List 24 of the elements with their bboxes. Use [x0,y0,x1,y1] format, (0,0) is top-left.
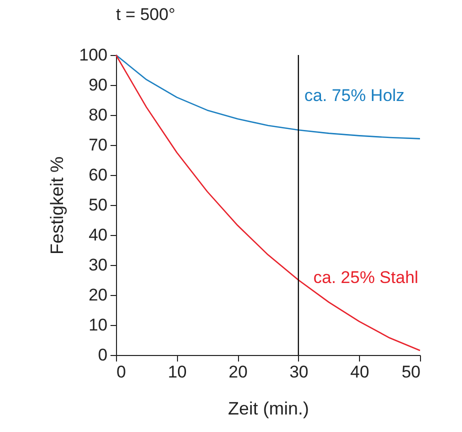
y-tick-label: 0 [98,346,108,364]
x-tick-label: 30 [289,362,308,382]
y-tick-label: 30 [88,256,108,274]
y-tick-label: 50 [88,196,108,214]
line-series [115,54,421,140]
y-tick-label: 90 [88,76,108,94]
y-tick-label: 60 [88,166,108,184]
y-axis-title: Festigkeit % [47,156,68,255]
x-axis-title: Zeit (min.) [228,398,309,418]
series-label: ca. 75% Holz [304,86,405,105]
y-tick-label: 100 [79,46,108,64]
series-label: ca. 25% Stahl [313,268,418,287]
x-tick-label: 50 [402,362,420,382]
chart-title: t = 500° [116,5,176,24]
x-tick-label: 10 [168,362,187,382]
x-tick-label: 40 [350,362,370,382]
x-tick-label: 20 [228,362,248,382]
y-tick-label: 70 [88,136,108,154]
x-tick-label: 0 [116,362,126,382]
y-tick-label: 10 [88,316,108,334]
y-tick-label: 20 [88,286,108,304]
y-tick-label: 40 [88,226,108,244]
y-tick-label: 80 [88,106,108,124]
line-series [115,54,421,352]
